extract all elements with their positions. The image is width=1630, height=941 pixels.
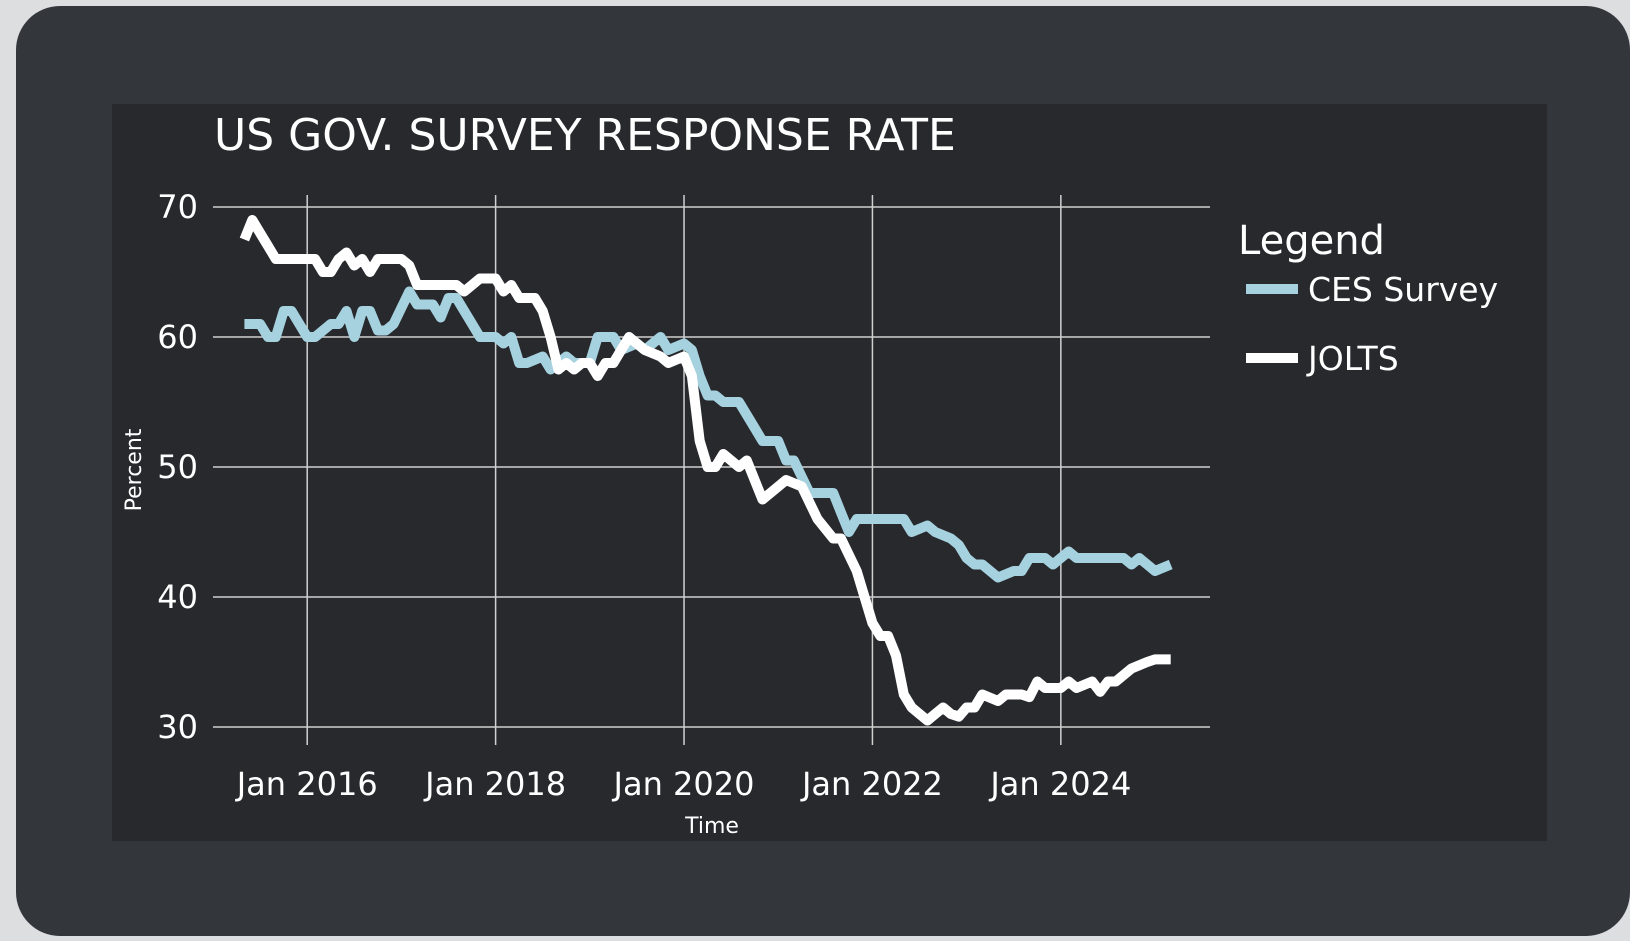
y-axis-ticks: 30 40 50 60 70 — [157, 188, 198, 746]
y-tick-label-50: 50 — [157, 448, 198, 486]
series-line-ces-survey — [244, 286, 1173, 583]
legend: Legend CES Survey JOLTS — [1238, 218, 1498, 378]
x-tick-label-1: Jan 2018 — [423, 765, 566, 803]
series-line-jolts — [239, 215, 1171, 726]
y-tick-label-30: 30 — [157, 708, 198, 746]
legend-title: Legend — [1238, 218, 1385, 264]
series-lines — [239, 215, 1173, 726]
legend-label-jolts: JOLTS — [1306, 339, 1399, 378]
x-tick-label-2: Jan 2020 — [612, 765, 755, 803]
y-axis-title: Percent — [122, 428, 147, 511]
x-tick-label-3: Jan 2022 — [800, 765, 943, 803]
x-tick-label-0: Jan 2016 — [235, 765, 378, 803]
x-axis-title: Time — [684, 814, 739, 839]
plot-panel — [112, 104, 1547, 841]
y-tick-label-70: 70 — [157, 188, 198, 226]
legend-label-ces-survey: CES Survey — [1308, 270, 1498, 309]
chart-title: US GOV. SURVEY RESPONSE RATE — [214, 110, 956, 161]
y-tick-label-40: 40 — [157, 578, 198, 616]
x-axis-ticks: Jan 2016 Jan 2018 Jan 2020 Jan 2022 Jan 2024 — [235, 765, 1132, 803]
x-tick-label-4: Jan 2024 — [988, 765, 1131, 803]
y-tick-label-60: 60 — [157, 318, 198, 356]
